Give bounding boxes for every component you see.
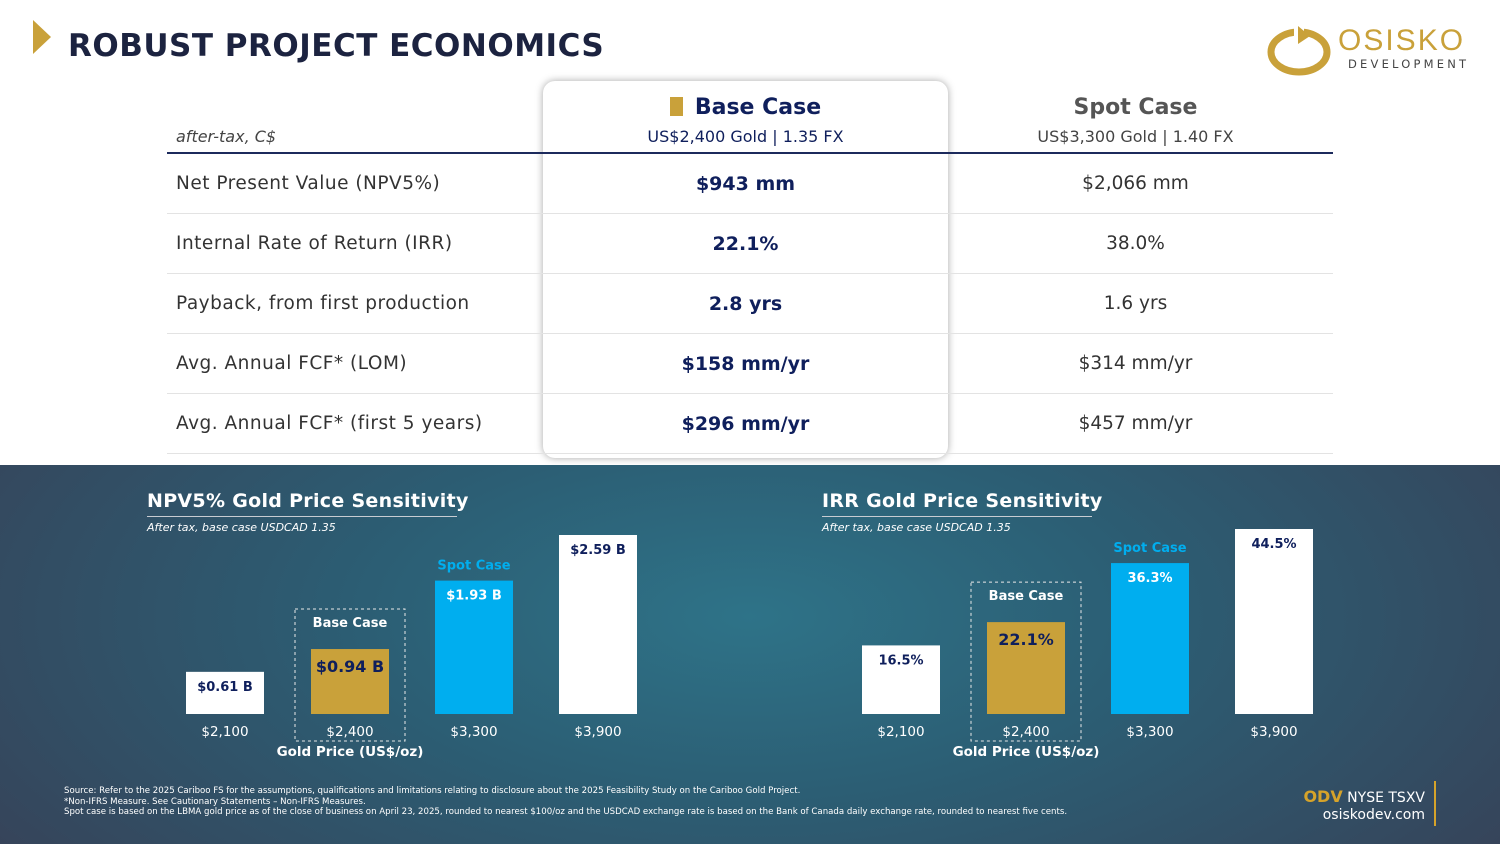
x-tick-label: $3,300	[1126, 724, 1173, 740]
row-base-value: $943 mm	[695, 173, 796, 195]
x-tick-label: $3,300	[450, 724, 497, 740]
bar	[1111, 563, 1189, 714]
footnotes: Source: Refer to the 2025 Cariboo FS for…	[64, 786, 1067, 818]
row-label: Payback, from first production	[176, 293, 470, 314]
spot-case-label: Spot Case	[1113, 541, 1186, 556]
logo-ring-icon	[1267, 24, 1331, 76]
title-chevron-icon	[33, 20, 51, 54]
bar	[987, 622, 1065, 714]
base-case-subtitle: US$2,400 Gold | 1.35 FX	[647, 127, 844, 146]
x-tick-label: $3,900	[574, 724, 621, 740]
gold-square-icon	[669, 97, 683, 116]
base-case-box	[970, 581, 1082, 742]
bar	[186, 671, 264, 714]
row-divider	[167, 393, 1333, 394]
row-base-value: 2.8 yrs	[708, 293, 783, 315]
gold-divider	[1434, 781, 1436, 826]
bar-data-label: 36.3%	[1127, 571, 1172, 586]
row-label: Net Present Value (NPV5%)	[176, 173, 441, 194]
row-label: Internal Rate of Return (IRR)	[176, 233, 453, 254]
ticker-symbol: ODV	[1303, 787, 1343, 806]
bar	[1235, 529, 1313, 714]
bar	[435, 580, 513, 714]
irr-chart-subtitle: After tax, base case USDCAD 1.35	[822, 521, 1011, 534]
row-spot-value: $457 mm/yr	[1078, 413, 1193, 434]
bar	[862, 645, 940, 714]
bar-data-label: $2.59 B	[570, 543, 626, 558]
units-label: after-tax, C$	[176, 127, 277, 146]
row-base-value: $158 mm/yr	[681, 353, 810, 375]
row-spot-value: 38.0%	[1106, 233, 1165, 254]
bar	[311, 649, 389, 714]
row-spot-value: $314 mm/yr	[1078, 353, 1193, 374]
x-tick-label: $2,100	[201, 724, 248, 740]
ticker-info: ODV NYSE TSXV osiskodev.com	[1260, 788, 1425, 824]
x-tick-label: $2,100	[877, 724, 924, 740]
footnote-source: Source: Refer to the 2025 Cariboo FS for…	[64, 786, 801, 796]
bar-data-label: $1.93 B	[446, 589, 502, 604]
base-case-box	[294, 608, 406, 742]
bar-data-label: 22.1%	[998, 630, 1054, 649]
npv-chart-title: NPV5% Gold Price Sensitivity	[147, 490, 469, 512]
x-tick-label: $3,900	[1250, 724, 1297, 740]
row-divider	[167, 273, 1333, 274]
ticker-exchanges: NYSE TSXV	[1347, 790, 1425, 806]
row-base-value: $296 mm/yr	[681, 413, 810, 435]
bar	[559, 535, 637, 714]
bar-data-label: $0.94 B	[316, 657, 384, 676]
x-axis-title: Gold Price (US$/oz)	[277, 744, 424, 760]
row-divider	[167, 213, 1333, 214]
bar-data-label: $0.61 B	[197, 680, 253, 695]
base-case-label: Base Case	[989, 589, 1064, 604]
row-divider	[167, 453, 1333, 454]
irr-title-underline	[822, 516, 1092, 517]
row-divider	[167, 333, 1333, 334]
footnote-nonifrs: *Non-IFRS Measure. See Cautionary Statem…	[64, 796, 366, 807]
row-spot-value: 1.6 yrs	[1103, 293, 1168, 314]
footnote-spot: Spot case is based on the LBMA gold pric…	[64, 807, 1068, 817]
row-base-value: 22.1%	[712, 233, 779, 255]
base-case-header: Base Case	[543, 95, 948, 120]
spot-case-title: Spot Case	[1073, 95, 1198, 120]
base-case-label: Base Case	[313, 616, 388, 631]
x-axis-title: Gold Price (US$/oz)	[953, 744, 1100, 760]
spot-case-subtitle: US$3,300 Gold | 1.40 FX	[1037, 127, 1234, 146]
base-case-title: Base Case	[694, 95, 822, 120]
logo-name: OSISKO	[1338, 24, 1466, 57]
npv-title-underline	[147, 516, 457, 517]
header-divider	[167, 152, 1333, 154]
row-label: Avg. Annual FCF* (LOM)	[176, 353, 408, 374]
website-link[interactable]: osiskodev.com	[1322, 807, 1425, 823]
logo-sub: DEVELOPMENT	[1348, 57, 1470, 71]
spot-case-label: Spot Case	[437, 559, 510, 574]
bar-data-label: 16.5%	[878, 653, 923, 668]
base-case-highlight-card	[543, 81, 948, 458]
x-tick-label: $2,400	[1002, 724, 1049, 740]
irr-chart-title: IRR Gold Price Sensitivity	[822, 490, 1103, 512]
row-label: Avg. Annual FCF* (first 5 years)	[176, 413, 483, 434]
page-title: ROBUST PROJECT ECONOMICS	[68, 28, 605, 64]
row-spot-value: $2,066 mm	[1082, 173, 1189, 194]
x-tick-label: $2,400	[326, 724, 373, 740]
npv-chart-subtitle: After tax, base case USDCAD 1.35	[147, 521, 336, 534]
osisko-logo: OSISKO DEVELOPMENT	[1266, 22, 1486, 77]
bar-data-label: 44.5%	[1251, 537, 1296, 552]
